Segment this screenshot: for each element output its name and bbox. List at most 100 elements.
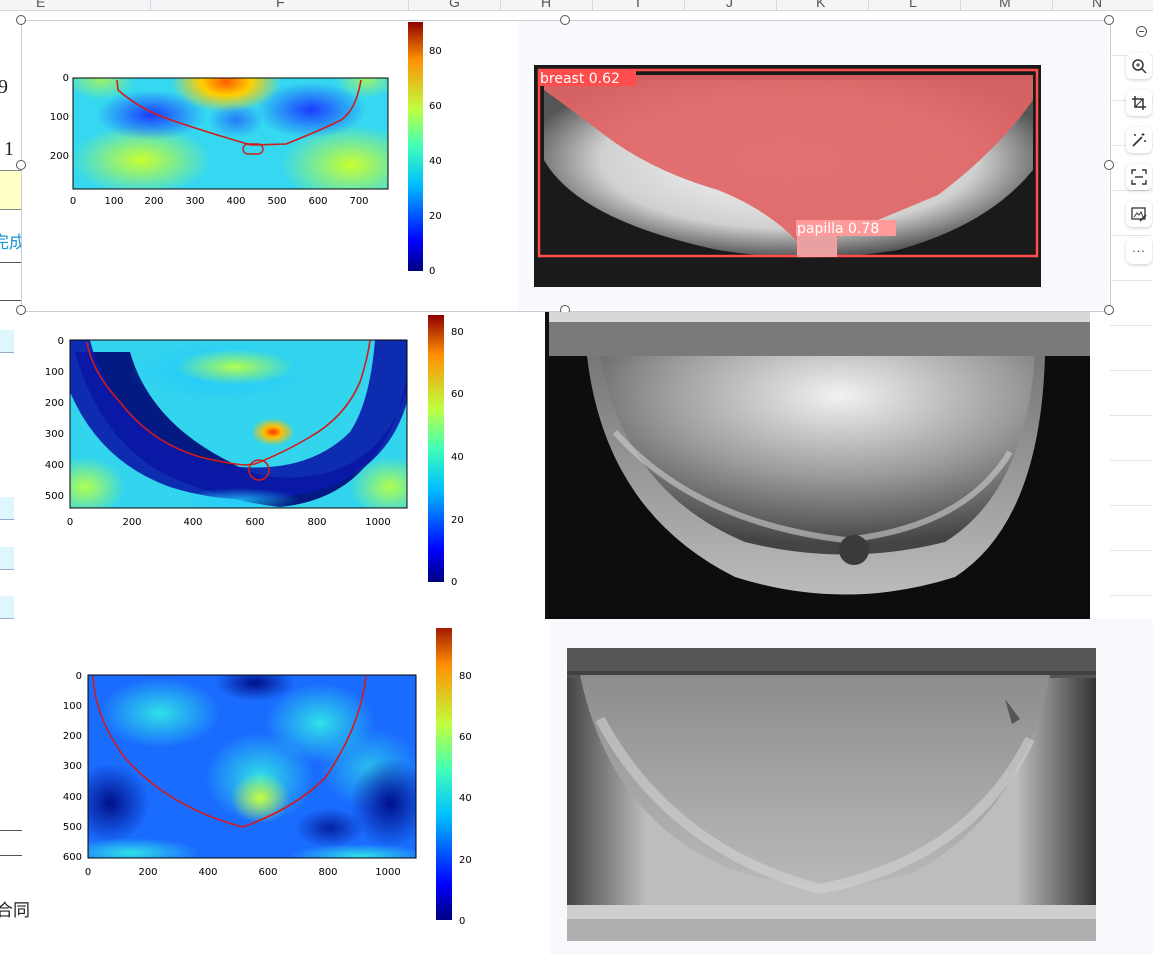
cell-fragment: 合同: [0, 901, 30, 920]
x-tick: 200: [138, 867, 157, 878]
breast-contour-2: [86, 339, 371, 466]
column-header-i[interactable]: I: [636, 0, 640, 10]
x-tick: 1000: [365, 517, 390, 528]
breast-contour-3: [92, 675, 367, 828]
y-tick: 500: [45, 491, 64, 502]
image-toolbar: ···: [1126, 20, 1153, 275]
y-tick: 200: [45, 398, 64, 409]
y-tick: 500: [63, 822, 82, 833]
resize-handle-middle-right[interactable]: [1104, 160, 1114, 170]
zoom-in-icon: [1132, 59, 1147, 74]
column-header-m[interactable]: M: [999, 0, 1011, 10]
column-header-f[interactable]: F: [276, 0, 285, 10]
crop-button[interactable]: [1126, 90, 1152, 116]
detection-image[interactable]: breast 0.62 papilla 0.78: [518, 20, 1109, 310]
colorbar-tick: 60: [459, 732, 472, 743]
colorbar-tick: 40: [451, 452, 464, 463]
column-header-n[interactable]: N: [1092, 0, 1103, 10]
colorbar-tick: 80: [459, 671, 472, 682]
x-tick: 400: [198, 867, 217, 878]
colorbar-tick: 20: [429, 211, 442, 222]
colorbar-tick: 20: [451, 515, 464, 526]
heatmap-image-3[interactable]: 0 100 200 300 400 500 600 0 200 400 600 …: [30, 628, 550, 955]
colorbar-tick: 80: [451, 327, 464, 338]
colorbar-3: [436, 628, 452, 920]
column-header-bar: E F G H I J K L M N: [0, 0, 1153, 11]
resize-handle-top-right[interactable]: [1104, 15, 1114, 25]
x-tick: 700: [349, 196, 368, 207]
x-tick: 1000: [375, 867, 400, 878]
papilla-contour-2: [248, 459, 270, 481]
colorbar-tick: 20: [459, 855, 472, 866]
colorbar-tick: 40: [429, 156, 442, 167]
cell-fragment: 完成: [0, 233, 26, 252]
breast-label: breast 0.62: [540, 71, 620, 87]
resize-handle-top-center[interactable]: [560, 15, 570, 25]
image-edit-icon: [1131, 207, 1147, 222]
magic-wand-icon: [1132, 133, 1146, 147]
collapse-button[interactable]: [1130, 20, 1152, 42]
y-tick: 300: [45, 429, 64, 440]
y-tick: 0: [63, 73, 69, 84]
resize-handle-top-left[interactable]: [16, 15, 26, 25]
colorbar-tick: 0: [459, 916, 465, 927]
x-tick: 200: [122, 517, 141, 528]
breast-contour-1: [116, 79, 362, 146]
column-header-e[interactable]: E: [36, 0, 46, 10]
y-tick: 200: [50, 151, 69, 162]
x-tick: 600: [258, 867, 277, 878]
x-tick: 800: [318, 867, 337, 878]
x-tick: 300: [185, 196, 204, 207]
column-header-h[interactable]: H: [541, 0, 552, 10]
selection-frame: [21, 20, 1111, 312]
x-tick: 100: [104, 196, 123, 207]
x-tick: 400: [183, 517, 202, 528]
grayscale-image-1[interactable]: [545, 312, 1090, 619]
x-tick: 600: [245, 517, 264, 528]
resize-handle-bottom-right[interactable]: [1104, 305, 1114, 315]
resize-handle-middle-left[interactable]: [16, 160, 26, 170]
image-edit-button[interactable]: [1126, 201, 1152, 227]
scan-button[interactable]: [1126, 164, 1152, 190]
papilla-label: papilla 0.78: [797, 221, 879, 237]
minus-icon: [1135, 25, 1147, 37]
colorbar-tick: 60: [451, 389, 464, 400]
magic-button[interactable]: [1126, 127, 1152, 153]
heatmap-image-2[interactable]: 0 100 200 300 400 500 0 200 400 600 800 …: [30, 312, 545, 627]
colorbar-tick: 0: [429, 266, 435, 277]
heatmap-image-1[interactable]: 0 100 200 0 100 200 300 400 500 600 700 …: [21, 20, 518, 310]
x-tick: 0: [67, 517, 73, 528]
y-tick: 100: [45, 367, 64, 378]
grayscale-image-2[interactable]: [550, 619, 1153, 955]
x-tick: 200: [144, 196, 163, 207]
zoom-button[interactable]: [1126, 53, 1152, 79]
y-tick: 100: [50, 112, 69, 123]
papilla-contour-1: [242, 143, 264, 155]
more-button[interactable]: ···: [1126, 238, 1152, 264]
x-tick: 600: [308, 196, 327, 207]
y-tick: 100: [63, 701, 82, 712]
column-header-j[interactable]: J: [726, 0, 733, 10]
column-header-g[interactable]: G: [449, 0, 460, 10]
breast-mask: [544, 75, 1033, 245]
colorbar-tick: 40: [459, 793, 472, 804]
resize-handle-bottom-left[interactable]: [16, 305, 26, 315]
y-tick: 400: [45, 460, 64, 471]
y-tick: 600: [63, 852, 82, 863]
highlighted-cell[interactable]: [0, 170, 22, 210]
column-header-l[interactable]: L: [909, 0, 917, 10]
y-tick: 0: [76, 671, 82, 682]
more-icon: ···: [1132, 244, 1146, 258]
scan-icon: [1131, 169, 1147, 185]
heatmap-3-field: [88, 675, 416, 858]
colorbar-tick: 80: [429, 46, 442, 57]
cell-fragment: . 1: [0, 138, 14, 160]
breast-box: [537, 68, 1039, 258]
y-tick: 200: [63, 731, 82, 742]
cell-fragment: 9: [0, 76, 8, 98]
column-header-k[interactable]: K: [816, 0, 826, 10]
x-tick: 800: [307, 517, 326, 528]
y-tick: 300: [63, 761, 82, 772]
colorbar-1: [408, 22, 423, 271]
colorbar-tick: 60: [429, 101, 442, 112]
